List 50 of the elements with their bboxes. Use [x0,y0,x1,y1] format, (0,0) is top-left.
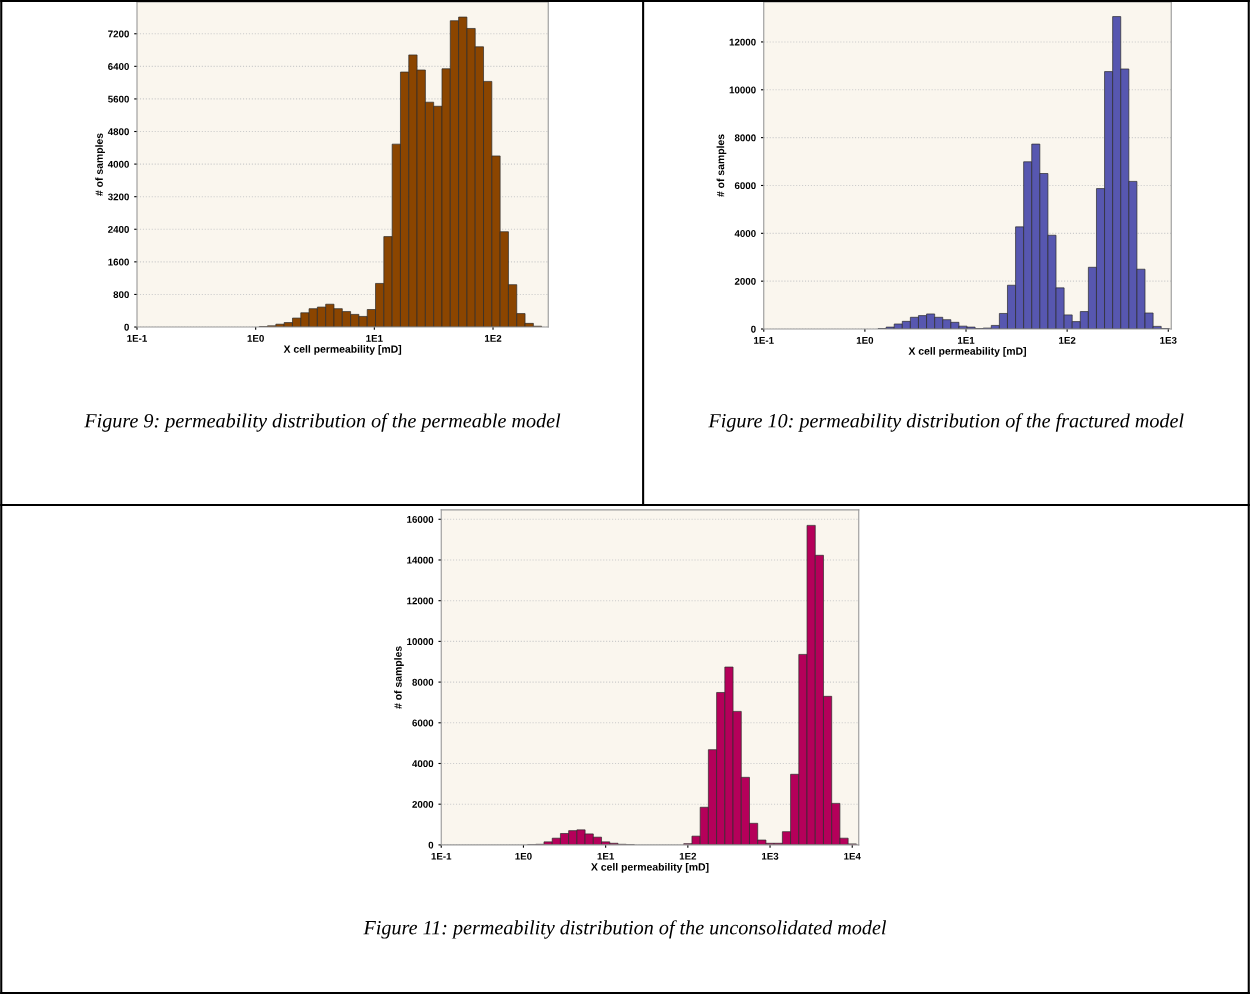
x-tick-label: 1E1 [366,335,383,342]
caption: Figure 10: permeability distribution of the fractured model [708,413,1184,432]
y-axis-title: # of samples [716,134,727,197]
x-tick-label: 1E1 [957,337,975,344]
x-tick-label: 1E3 [762,852,779,860]
y-tick-label: 0 [428,841,434,849]
y-tick-label: 2000 [412,800,434,808]
y-tick-label: 3200 [107,193,129,201]
x-tick-label: 1E-1 [127,335,147,342]
y-tick-label: 6400 [108,63,129,70]
x-tick-label: 1E2 [679,852,697,860]
y-tick-label: 12000 [729,38,756,46]
x-tick-label: 1E3 [1160,336,1177,344]
y-tick-label: 10000 [729,86,756,94]
caption: Figure 11: permeability distribution of the unconsolidated model [363,920,887,939]
x-axis-title: X cell permeability [mD] [283,345,402,355]
y-tick-label: 0 [124,323,129,331]
y-tick-label: 4000 [107,160,129,168]
x-tick-label: 1E0 [856,336,874,344]
y-tick-label: 800 [113,291,129,299]
y-tick-label: 7200 [108,30,129,38]
y-tick-label: 8000 [734,134,756,142]
y-tick-label: 1600 [108,258,129,266]
y-tick-label: 5600 [108,95,129,103]
y-axis-title: # of samples [95,133,105,196]
y-tick-label: 6000 [734,182,756,190]
x-tick-label: 1E0 [247,334,264,342]
y-axis-title: # of samples [394,646,404,709]
y-tick-label: 12000 [407,597,434,605]
y-tick-label: 2400 [108,226,129,233]
x-tick-label: 1E-1 [431,852,452,860]
x-tick-label: 1E0 [515,852,532,860]
y-tick-label: 4000 [734,230,756,237]
y-tick-label: 2000 [734,277,756,285]
x-tick-label: 1E-1 [754,337,774,344]
x-tick-label: 1E2 [484,334,502,342]
y-tick-label: 14000 [407,556,434,564]
y-tick-label: 6000 [412,719,434,727]
y-tick-label: 16000 [407,516,434,523]
x-axis-title: X cell permeability [mD] [591,862,709,873]
y-tick-label: 10000 [407,638,434,646]
y-tick-label: 4000 [412,760,434,768]
x-tick-label: 1E1 [597,852,615,860]
x-tick-label: 1E4 [844,852,861,860]
x-tick-label: 1E2 [1059,336,1076,344]
x-axis-title: X cell permeability [mD] [908,347,1026,357]
y-tick-label: 0 [751,325,756,333]
caption: Figure 9: permeability distribution of the permeable model [84,413,561,432]
y-tick-label: 4800 [107,128,129,136]
y-tick-label: 8000 [412,678,434,686]
